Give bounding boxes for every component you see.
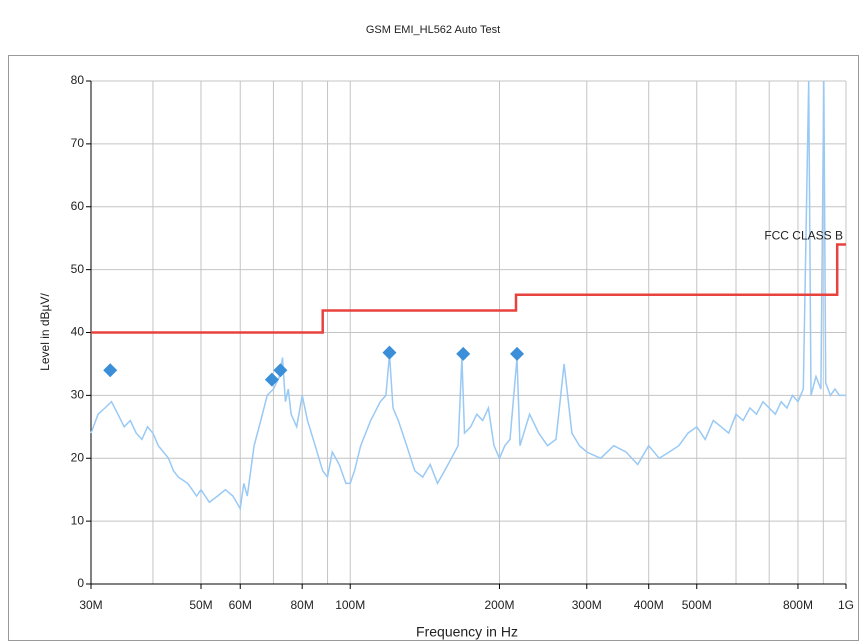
x-tick-label: 50M <box>189 598 212 612</box>
marker <box>456 346 471 361</box>
x-tick-label: 1G <box>838 598 854 612</box>
x-tick-label: 80M <box>291 598 314 612</box>
limit-line <box>91 243 846 334</box>
y-tick-label: 60 <box>71 199 85 213</box>
marker <box>510 346 525 361</box>
limit-label: FCC CLASS B <box>764 229 843 243</box>
spectrum-trace <box>90 80 846 511</box>
x-tick-label: 500M <box>682 598 712 612</box>
x-tick-label: 30M <box>79 598 102 612</box>
x-tick-label: 60M <box>229 598 252 612</box>
x-tick-label: 200M <box>484 598 514 612</box>
y-axis-label: Level in dBµV/ <box>38 293 52 371</box>
y-tick-label: 50 <box>71 262 85 276</box>
x-tick-label: 300M <box>572 598 602 612</box>
x-tick-label: 100M <box>335 598 365 612</box>
marker <box>264 372 279 387</box>
y-tick-label: 40 <box>71 325 85 339</box>
y-tick-label: 10 <box>71 513 85 527</box>
x-tick-label: 800M <box>783 598 813 612</box>
x-axis-label: Frequency in Hz <box>416 624 518 640</box>
y-tick-label: 30 <box>71 388 85 402</box>
x-tick-label: 400M <box>634 598 664 612</box>
y-tick-label: 70 <box>71 136 85 150</box>
marker <box>103 363 118 378</box>
frame <box>8 55 859 641</box>
y-tick-label: 20 <box>71 450 85 464</box>
y-tick-label: 0 <box>77 576 84 590</box>
chart-title: GSM EMI_HL562 Auto Test <box>366 24 500 36</box>
y-tick-label: 80 <box>71 73 85 87</box>
marker <box>273 363 288 378</box>
marker <box>382 345 397 360</box>
